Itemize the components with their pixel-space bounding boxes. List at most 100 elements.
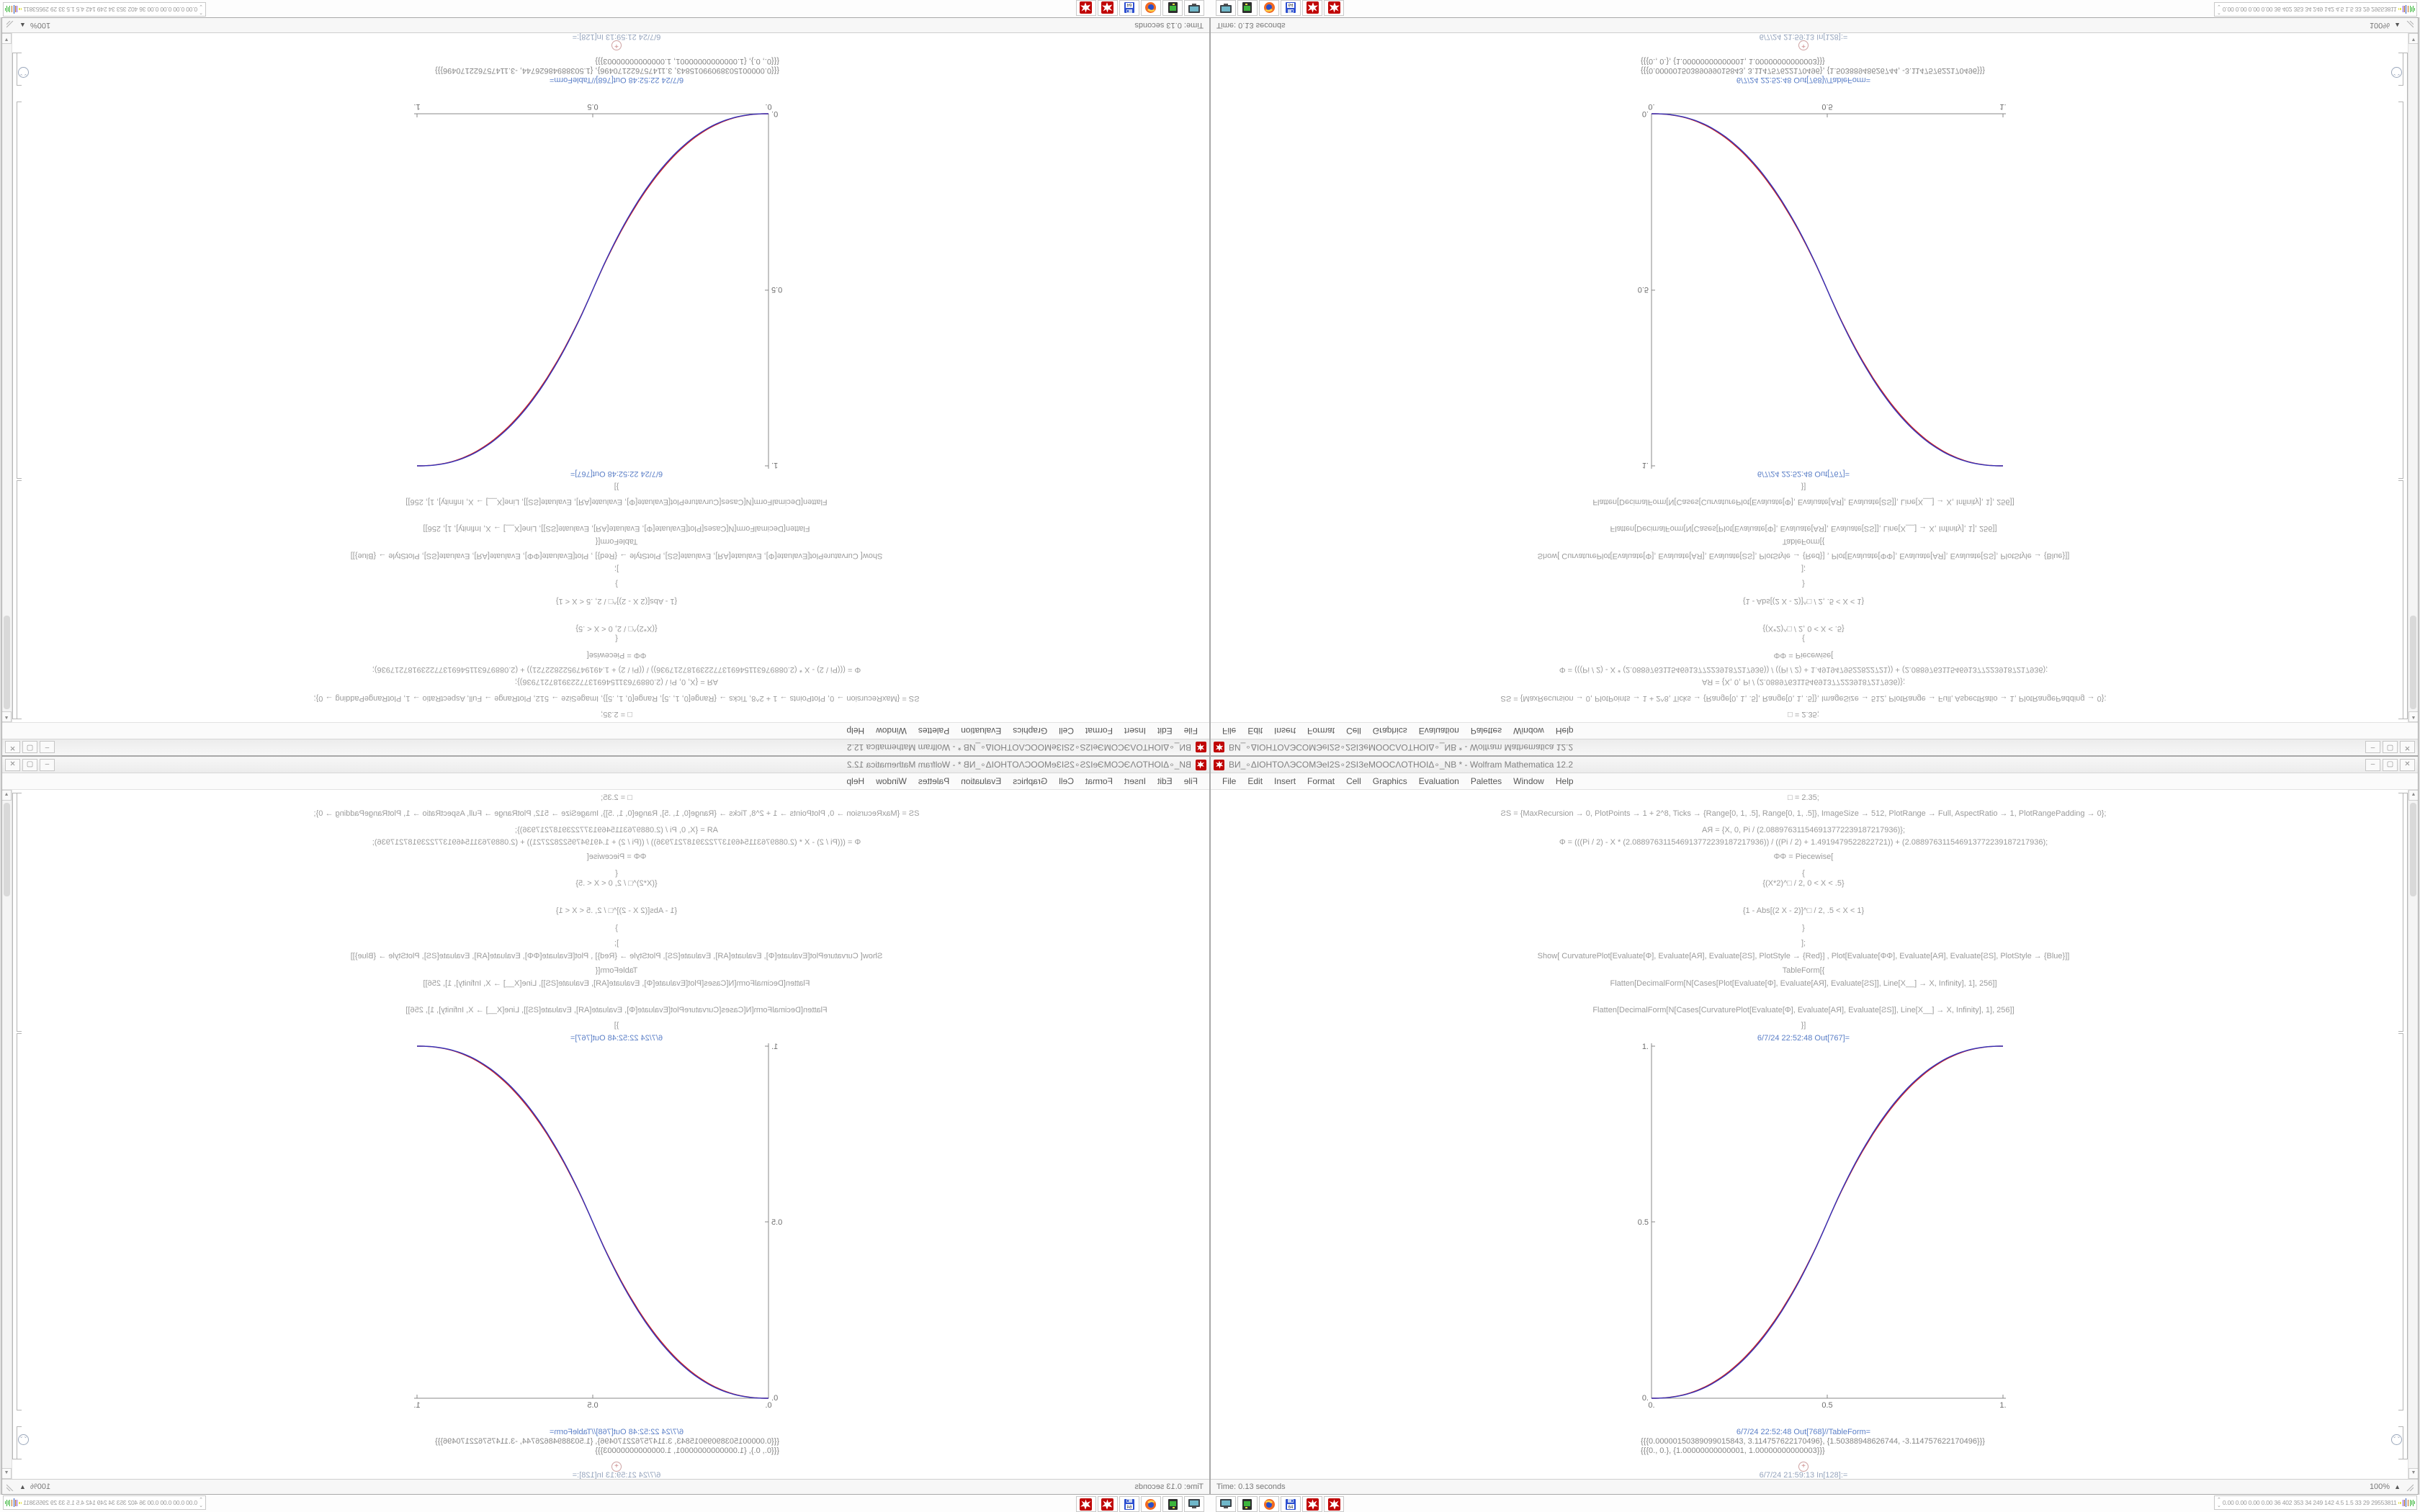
code-line[interactable]: }] (614, 1021, 619, 1030)
menu-help[interactable]: Help (846, 776, 865, 786)
code-line[interactable]: ƧS = {MaxRecursion → 0, PlotPoints → 1 +… (1500, 809, 2107, 818)
scrollbar-thumb[interactable] (2410, 616, 2416, 709)
window-titlebar[interactable]: ВИ_∘ΔIOHTOΛЭCOMЭeI2S∘2SIЗeMOOCΛOTHOIΔ∘_N… (2, 739, 1209, 755)
code-line[interactable]: TableForm[{ (1782, 537, 1825, 546)
mathematica-taskbar-icon[interactable] (1098, 0, 1118, 16)
scroll-down-arrow-icon[interactable]: ▼ (2408, 1468, 2418, 1479)
more-output-indicator[interactable]: ⌄⌄ (2391, 67, 2402, 78)
zoom-level[interactable]: 100% (2369, 1482, 2390, 1491)
menu-insert[interactable]: Insert (1274, 776, 1296, 786)
code-line[interactable]: { (615, 634, 618, 643)
close-button[interactable]: ✕ (5, 758, 20, 771)
minimize-button[interactable]: – (2365, 741, 2380, 754)
code-line[interactable]: {(X*2)^□ / 2, 0 < X < .5} (1762, 879, 1845, 888)
code-line[interactable]: □ = 2.35; (1788, 710, 1819, 719)
vertical-scrollbar[interactable]: ▲ ▼ (2408, 790, 2418, 1479)
minimize-button[interactable]: – (40, 758, 55, 771)
close-button[interactable]: ✕ (5, 741, 20, 754)
scrollbar-thumb[interactable] (4, 616, 10, 709)
magnification-arrow-icon[interactable]: ▲ (19, 22, 26, 29)
resize-grip-icon[interactable] (6, 21, 15, 30)
code-line[interactable]: Show[ CurvaturePlot[Evaluate[Φ], Evaluat… (1537, 952, 2070, 960)
menu-window[interactable]: Window (1513, 776, 1544, 786)
vertical-scrollbar[interactable]: ▲ ▼ (2, 33, 12, 722)
code-line[interactable]: Show[ CurvaturePlot[Evaluate[Φ], Evaluat… (350, 952, 883, 960)
cell-bracket-plot[interactable] (2398, 1033, 2403, 1410)
code-line[interactable]: ΑЯ = {X, 0, Pi / (2.08897631154691377223… (1701, 678, 1906, 686)
menu-edit[interactable]: Edit (1157, 726, 1173, 736)
close-button[interactable]: ✕ (2400, 741, 2415, 754)
expander-icon[interactable]: ⌃ ⌄ (199, 1498, 203, 1508)
vertical-scrollbar[interactable]: ▲ ▼ (2408, 33, 2418, 722)
magnification-arrow-icon[interactable]: ▲ (2394, 22, 2401, 29)
menu-graphics[interactable]: Graphics (1013, 776, 1048, 786)
insert-cell-plus-icon[interactable]: + (611, 40, 622, 50)
window-titlebar[interactable]: ВИ_∘ΔIOHTOΛЭCOMЭeI2S∘2SIЗeMOOCΛOTHOIΔ∘_N… (2, 757, 1209, 773)
menu-evaluation[interactable]: Evaluation (1418, 776, 1459, 786)
code-line[interactable]: Flatten[DecimalForm[N[Cases[CurvaturePlo… (405, 1006, 828, 1014)
code-line[interactable]: { (615, 869, 618, 878)
insert-cell-plus-icon[interactable]: + (1798, 1462, 1809, 1472)
scroll-up-arrow-icon[interactable]: ▲ (2, 711, 12, 722)
mathematica-taskbar-icon[interactable] (1302, 0, 1322, 16)
code-line[interactable]: TableForm[{ (595, 966, 638, 975)
code-line[interactable]: } (615, 924, 618, 932)
maximize-button[interactable]: ▢ (22, 758, 37, 771)
menu-cell[interactable]: Cell (1346, 776, 1361, 786)
code-line[interactable]: ]; (614, 564, 619, 573)
scrollbar-thumb[interactable] (2410, 803, 2416, 896)
minimize-button[interactable]: – (40, 741, 55, 754)
minimize-button[interactable]: – (2365, 758, 2380, 771)
scroll-down-arrow-icon[interactable]: ▼ (2408, 33, 2418, 44)
zoom-level[interactable]: 100% (30, 21, 51, 30)
menu-graphics[interactable]: Graphics (1372, 726, 1407, 736)
notebook-content[interactable]: □ = 2.35; ƧS = {MaxRecursion → 0, PlotPo… (2, 790, 1209, 1479)
menu-file[interactable]: File (1183, 726, 1198, 736)
menu-cell[interactable]: Cell (1346, 726, 1361, 736)
menu-window[interactable]: Window (876, 776, 907, 786)
menu-insert[interactable]: Insert (1124, 726, 1146, 736)
code-line[interactable]: Φ = (((Pi / 2) - X * (2.0889763115469137… (1559, 665, 2048, 674)
code-line[interactable]: Flatten[DecimalForm[N[Cases[Plot[Evaluat… (1610, 524, 1997, 533)
code-line[interactable]: □ = 2.35; (1788, 793, 1819, 802)
code-line[interactable]: ΦΦ = Piecewise[ (586, 651, 647, 660)
code-line[interactable]: Flatten[DecimalForm[N[Cases[Plot[Evaluat… (423, 979, 810, 988)
notebook-content[interactable]: □ = 2.35; ƧS = {MaxRecursion → 0, PlotPo… (1211, 33, 2418, 722)
mathematica-taskbar-icon[interactable] (1076, 1496, 1096, 1512)
notebook-content[interactable]: □ = 2.35; ƧS = {MaxRecursion → 0, PlotPo… (1211, 790, 2418, 1479)
menu-format[interactable]: Format (1307, 776, 1335, 786)
menu-file[interactable]: File (1222, 726, 1237, 736)
code-line[interactable]: □ = 2.35; (601, 793, 632, 802)
disk-tool-icon[interactable] (1162, 0, 1183, 16)
more-output-indicator[interactable]: ⌄⌄ (18, 1434, 29, 1445)
code-line[interactable]: }] (614, 482, 619, 491)
maximize-button[interactable]: ▢ (2383, 758, 2398, 771)
mathematica-taskbar-icon[interactable] (1324, 0, 1344, 16)
code-line[interactable]: Flatten[DecimalForm[N[Cases[Plot[Evaluat… (1610, 979, 1997, 988)
menu-edit[interactable]: Edit (1247, 726, 1263, 736)
cell-bracket-group[interactable] (12, 53, 17, 719)
insert-cell-plus-icon[interactable]: + (611, 1462, 622, 1472)
window-titlebar[interactable]: ВИ_∘ΔIOHTOΛЭCOMЭeI2S∘2SIЗeMOOCΛOTHOIΔ∘_N… (1211, 739, 2418, 755)
menu-cell[interactable]: Cell (1059, 776, 1074, 786)
code-line[interactable]: ΑЯ = {X, 0, Pi / (2.08897631154691377223… (514, 826, 719, 834)
magnification-arrow-icon[interactable]: ▲ (2394, 1483, 2401, 1490)
menu-cell[interactable]: Cell (1059, 726, 1074, 736)
firefox-icon[interactable] (1259, 0, 1279, 16)
window-titlebar[interactable]: ВИ_∘ΔIOHTOΛЭCOMЭeI2S∘2SIЗeMOOCΛOTHOIΔ∘_N… (1211, 757, 2418, 773)
code-line[interactable]: } (1802, 924, 1805, 932)
more-output-indicator[interactable]: ⌄⌄ (18, 67, 29, 78)
code-line[interactable]: Flatten[DecimalForm[N[Cases[Plot[Evaluat… (423, 524, 810, 533)
menu-palettes[interactable]: Palettes (1470, 776, 1502, 786)
resize-grip-icon[interactable] (2405, 21, 2414, 30)
mathematica-taskbar-icon[interactable] (1324, 1496, 1344, 1512)
code-line[interactable]: TableForm[{ (1782, 966, 1825, 975)
mathematica-taskbar-icon[interactable] (1302, 1496, 1322, 1512)
code-line[interactable]: ]; (614, 939, 619, 948)
menu-window[interactable]: Window (876, 726, 907, 736)
code-line[interactable]: { (1802, 634, 1805, 643)
system-monitor-widget[interactable]: ⌃ ⌄ 0.00 0.00 0.00 0.00 36 402 353 34 249… (2214, 1495, 2417, 1510)
resize-grip-icon[interactable] (2405, 1482, 2414, 1491)
cell-bracket-input[interactable] (17, 480, 22, 719)
menu-palettes[interactable]: Palettes (1470, 726, 1502, 736)
